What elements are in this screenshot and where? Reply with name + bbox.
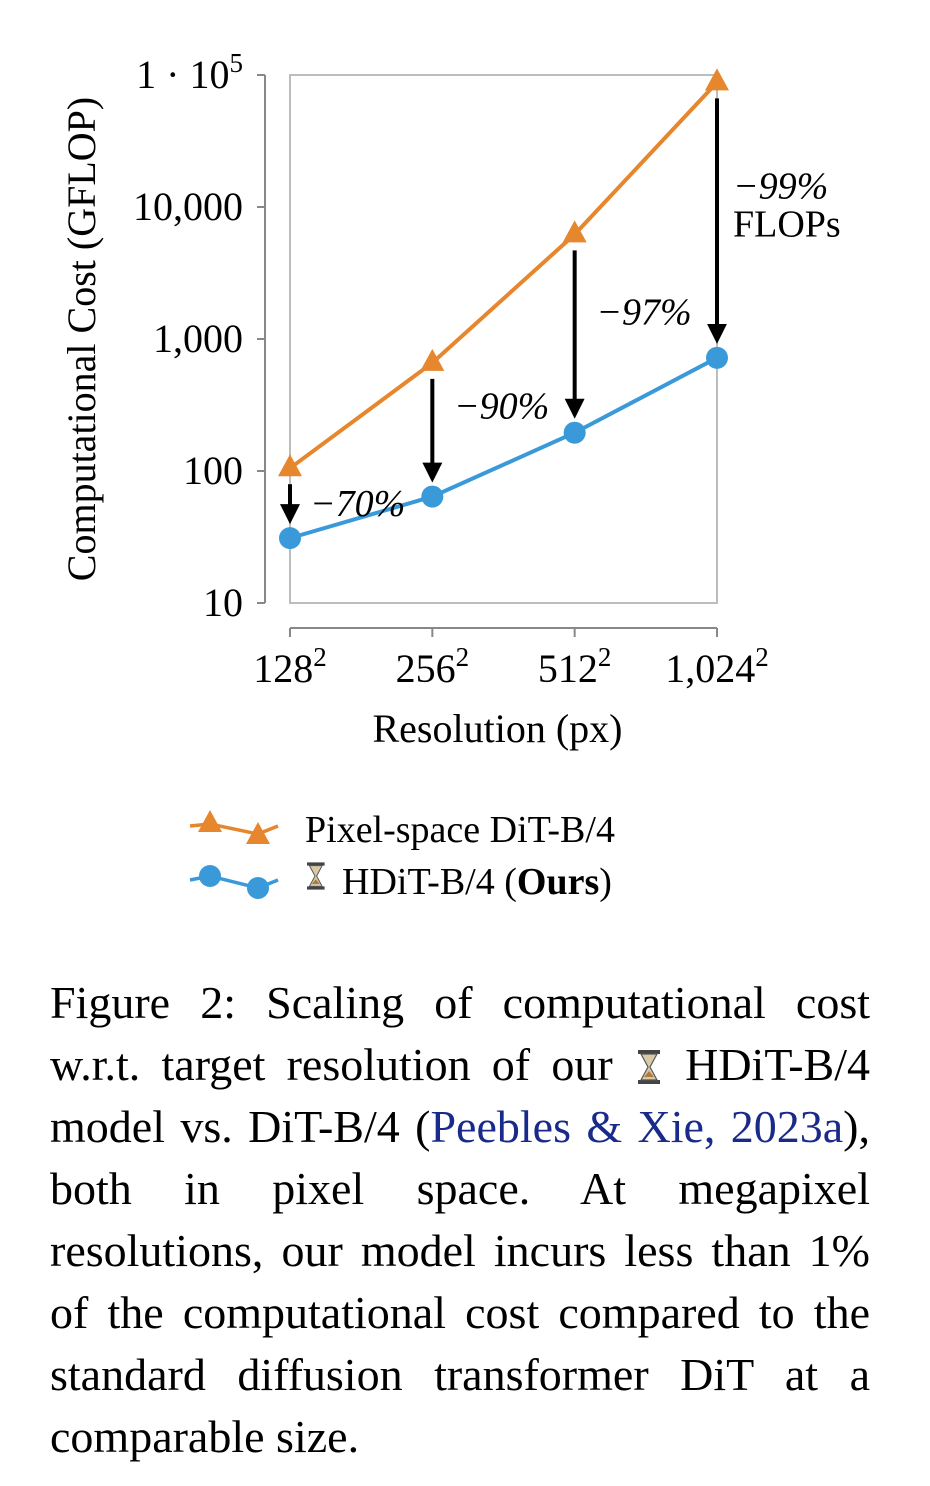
series-0-point-1 — [420, 348, 445, 371]
chart: 10 100 1,000 10,000 1 · 105 Computational Cos… — [59, 48, 841, 903]
figure-label: Figure 2: — [50, 977, 236, 1028]
y-tick-label-3: 10,000 — [133, 184, 243, 229]
x-tick-label-3: 1,0242 — [665, 642, 769, 691]
series-0-point-2 — [562, 220, 587, 243]
legend: Pixel-space DiT-B/4 HDiT-B/4 (Ours) — [189, 809, 615, 903]
y-axis: 10 100 1,000 10,000 1 · 105 Computational Cos… — [59, 48, 266, 625]
caption-text-c: ), both in pixel space. At megapixel res… — [50, 1101, 870, 1462]
reduction-label-0: −70% — [310, 483, 405, 525]
reduction-label-3-line2: FLOPs — [733, 203, 841, 245]
legend-marker-a-1 — [199, 865, 221, 887]
reduction-annotations: −70% −90% −97% −99%FLOPs — [280, 98, 841, 525]
legend-marker-b-0 — [246, 822, 270, 844]
caption-text-b: HDiT-B/4 model vs. DiT-B/4 ( — [50, 1039, 870, 1152]
y-tick-label-2: 1,000 — [153, 316, 243, 361]
series-markers — [278, 68, 729, 550]
reduction-label-3: −99% — [733, 165, 828, 207]
legend-marker-b-1 — [247, 877, 269, 899]
series-0-point-0 — [278, 454, 302, 477]
series-lines — [288, 80, 719, 541]
y-tick-label-0: 10 — [203, 580, 243, 625]
legend-label-1: HDiT-B/4 (Ours) — [342, 861, 612, 903]
y-tick-label-1: 100 — [183, 448, 243, 493]
y-axis-title: Computational Cost (GFLOP) — [59, 97, 104, 581]
series-1-point-1 — [421, 485, 444, 508]
x-axis-title: Resolution (px) — [373, 706, 623, 751]
citation-link[interactable]: Peebles & Xie, 2023a — [430, 1101, 844, 1152]
x-tick-label-1: 2562 — [396, 642, 470, 691]
series-line-1 — [289, 356, 718, 541]
legend-hourglass-icon — [306, 861, 326, 891]
series-1-point-3 — [706, 346, 728, 369]
x-tick-label-0: 1282 — [253, 642, 327, 691]
legend-marker-a-0 — [198, 810, 222, 832]
figure-caption: Figure 2: Scaling of computational cost … — [50, 972, 870, 1468]
legend-line-0 — [189, 822, 279, 836]
x-axis: 1282 2562 5122 1,0242 Resolution (px) — [253, 627, 769, 751]
reduction-label-1: −90% — [454, 386, 549, 428]
caption-text-a: Scaling of computational cost w.r.t. tar… — [50, 977, 871, 1090]
series-line-0 — [288, 80, 719, 470]
hourglass-icon — [637, 1050, 660, 1084]
series-1-point-0 — [279, 527, 301, 550]
series-0-point-3 — [705, 68, 729, 91]
reduction-label-2: −97% — [596, 292, 691, 334]
series-1-point-2 — [563, 421, 586, 444]
x-tick-label-2: 5122 — [538, 642, 612, 691]
y-tick-label-4: 1 · 105 — [136, 48, 243, 97]
legend-label-0: Pixel-space DiT-B/4 — [305, 809, 615, 851]
